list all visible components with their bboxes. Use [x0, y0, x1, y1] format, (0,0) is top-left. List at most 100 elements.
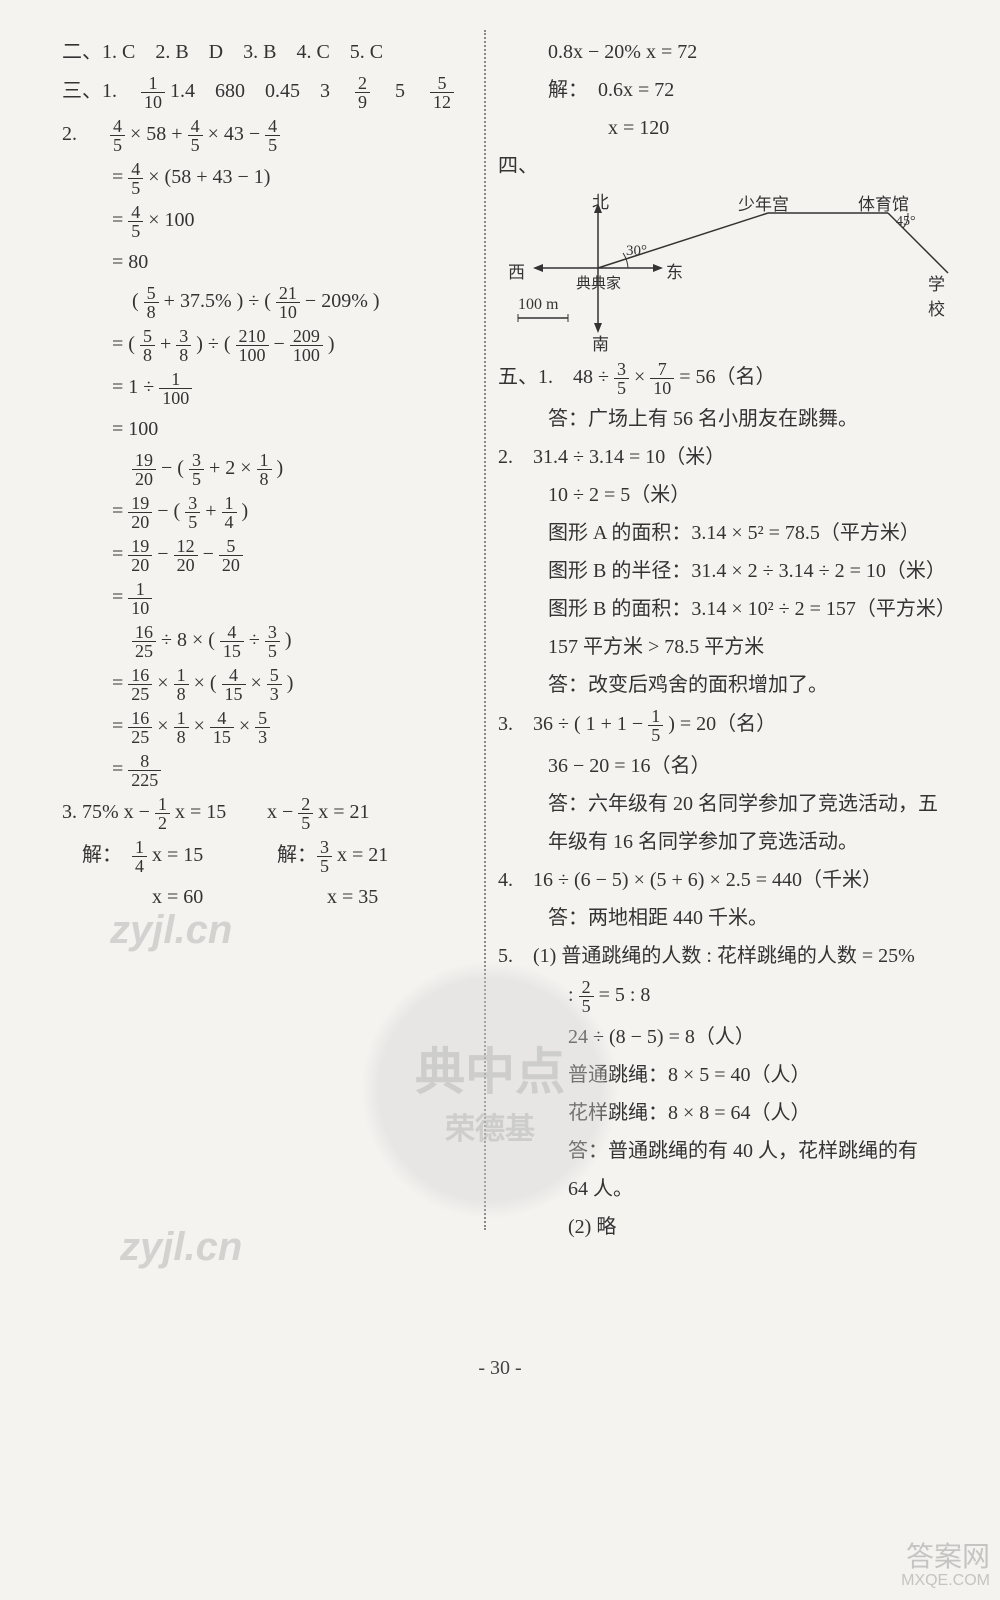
- q2-label: 2.: [62, 123, 77, 145]
- q2f: 1920 − ( 35 + 2 × 18 ): [62, 451, 472, 488]
- q2-l2: = 45 × (58 + 43 − 1): [62, 160, 472, 197]
- r-top3: x = 120: [498, 112, 958, 144]
- t: ): [282, 672, 294, 694]
- s5-2-3: 图形 A 的面积：3.14 × 5² = 78.5（平方米）: [498, 517, 958, 549]
- s5-3-2: 36 − 20 = 16（名）: [498, 750, 958, 782]
- t: ÷ 8 × (: [156, 629, 220, 651]
- s5-5-5: 花样跳绳：8 × 8 = 64（人）: [498, 1097, 958, 1129]
- q2c: = ( 58 + 38 ) ÷ ( 210100 − 209100 ): [62, 327, 472, 364]
- s5-5-a1: 答：普通跳绳的有 40 人，花样跳绳的有: [498, 1135, 958, 1167]
- t: + 2 ×: [204, 457, 257, 479]
- s5-5-1: 5. (1) 普通跳绳的人数 : 花样跳绳的人数 = 25%: [498, 940, 958, 972]
- corner-1: 答案网: [901, 1542, 990, 1573]
- t: = 1 ÷: [112, 376, 159, 398]
- t: ×: [629, 366, 650, 388]
- t: ×: [189, 715, 210, 737]
- east-label: 东: [666, 258, 683, 283]
- q2g: = 1920 − ( 35 + 14 ): [62, 494, 472, 531]
- t: ÷: [244, 629, 265, 651]
- sec2-label: 二、: [62, 41, 102, 63]
- q2-l4: = 80: [62, 246, 472, 278]
- q3: 3. 75% x − 12 x = 15 x − 25 x = 21: [62, 795, 472, 832]
- right-column: 0.8x − 20% x = 72 解： 0.6x = 72 x = 120 四…: [486, 30, 970, 1230]
- home-label: 典典家: [576, 272, 621, 293]
- south-label: 南: [592, 330, 609, 355]
- t: − (: [152, 500, 185, 522]
- q3l: 3.: [62, 801, 77, 823]
- s31-label: 三、1.: [62, 80, 117, 102]
- s5-2-6: 157 平方米 > 78.5 平方米: [498, 631, 958, 663]
- t: x = 15: [170, 801, 226, 823]
- t: :: [568, 984, 579, 1006]
- t: ) ÷ (: [191, 333, 235, 355]
- t: 3. 36 ÷ ( 1 + 1 −: [498, 713, 648, 735]
- t: × 100: [143, 209, 194, 231]
- q2d: = 1 ÷ 1100: [62, 370, 472, 407]
- txt: 1.4 680 0.45 3: [170, 80, 350, 102]
- left-column: 二、1. C 2. B D 3. B 4. C 5. C 三、1. 110 1.…: [50, 30, 486, 1230]
- school-label: 学校: [928, 270, 958, 320]
- sec2: 二、1. C 2. B D 3. B 4. C 5. C: [62, 36, 472, 68]
- q2h: = 1920 − 1220 − 520: [62, 537, 472, 574]
- t: − (: [156, 457, 189, 479]
- t: ×: [246, 672, 267, 694]
- s5-3: 3. 36 ÷ ( 1 + 1 − 15 ) = 20（名）: [498, 707, 958, 744]
- t: 75% x −: [82, 801, 155, 823]
- t: ) = 20（名）: [663, 713, 776, 735]
- s5-1: 五、1. 48 ÷ 35 × 710 = 56（名）: [498, 360, 958, 397]
- r-top2: 解： 0.6x = 72: [498, 74, 958, 106]
- t: x = 15: [147, 844, 203, 866]
- direction-diagram: 北 南 西 东 典典家 30° 少年宫 体育馆 45° 学校 100 m: [498, 188, 958, 348]
- s5-5-3: 24 ÷ (8 − 5) = 8（人）: [498, 1021, 958, 1053]
- sec3-1: 三、1. 110 1.4 680 0.45 3 29 5 512: [62, 74, 472, 111]
- t: × 58 +: [130, 123, 188, 145]
- q2-l1: 2. 45 × 58 + 45 × 43 − 45: [62, 117, 472, 154]
- t: −: [198, 543, 219, 565]
- q2i: = 110: [62, 580, 472, 617]
- t: = 56（名）: [674, 366, 775, 388]
- t: × 43 −: [208, 123, 266, 145]
- t: ): [272, 457, 284, 479]
- t: ×: [234, 715, 255, 737]
- scale-label: 100 m: [518, 296, 558, 314]
- s5-2-ans: 答：改变后鸡舍的面积增加了。: [498, 669, 958, 701]
- frac: 512: [430, 74, 454, 111]
- frac: 29: [355, 74, 370, 111]
- sec2-items: 1. C 2. B D 3. B 4. C 5. C: [102, 41, 383, 63]
- t: + 37.5% ) ÷ (: [159, 290, 276, 312]
- north-label: 北: [592, 188, 609, 213]
- s5-2-2: 10 ÷ 2 = 5（米）: [498, 479, 958, 511]
- s5-5-4: 普通跳绳：8 × 5 = 40（人）: [498, 1059, 958, 1091]
- corner-2: MXQE.COM: [901, 1572, 990, 1590]
- t: +: [200, 500, 221, 522]
- q2-l3: = 45 × 100: [62, 203, 472, 240]
- q2j: 1625 ÷ 8 × ( 415 ÷ 35 ): [62, 623, 472, 660]
- s5-1-ans: 答：广场上有 56 名小朋友在跳舞。: [498, 403, 958, 435]
- q3c: x = 60 x = 35: [62, 881, 472, 913]
- q2m: = 8225: [62, 752, 472, 789]
- t: x = 21: [332, 844, 388, 866]
- s5-4: 4. 16 ÷ (6 − 5) × (5 + 6) × 2.5 = 440（千米…: [498, 864, 958, 896]
- q2l: = 1625 × 18 × 415 × 53: [62, 709, 472, 746]
- t: +: [155, 333, 176, 355]
- t: 解：: [82, 844, 132, 866]
- t: ): [237, 500, 249, 522]
- west-label: 西: [508, 258, 525, 283]
- s5-2-4: 图形 B 的半径：31.4 × 2 ÷ 3.14 ÷ 2 = 10（米）: [498, 555, 958, 587]
- t: − 209% ): [300, 290, 380, 312]
- page: 二、1. C 2. B D 3. B 4. C 5. C 三、1. 110 1.…: [0, 0, 1000, 1240]
- s5-5-6: (2) 略: [498, 1211, 958, 1243]
- t: × (: [189, 672, 222, 694]
- t: ×: [152, 672, 173, 694]
- t: = 5 : 8: [594, 984, 651, 1006]
- t: ): [323, 333, 335, 355]
- t: × (58 + 43 − 1): [143, 166, 270, 188]
- angle-label: 30°: [626, 243, 647, 260]
- s5-5-a2: 64 人。: [498, 1173, 958, 1205]
- t: 解：: [277, 844, 317, 866]
- corner-brand: 答案网 MXQE.COM: [901, 1542, 990, 1590]
- t: x = 35: [297, 881, 472, 913]
- t: ): [280, 629, 292, 651]
- gym-label: 体育馆: [858, 190, 909, 215]
- q2e: = 100: [62, 413, 472, 445]
